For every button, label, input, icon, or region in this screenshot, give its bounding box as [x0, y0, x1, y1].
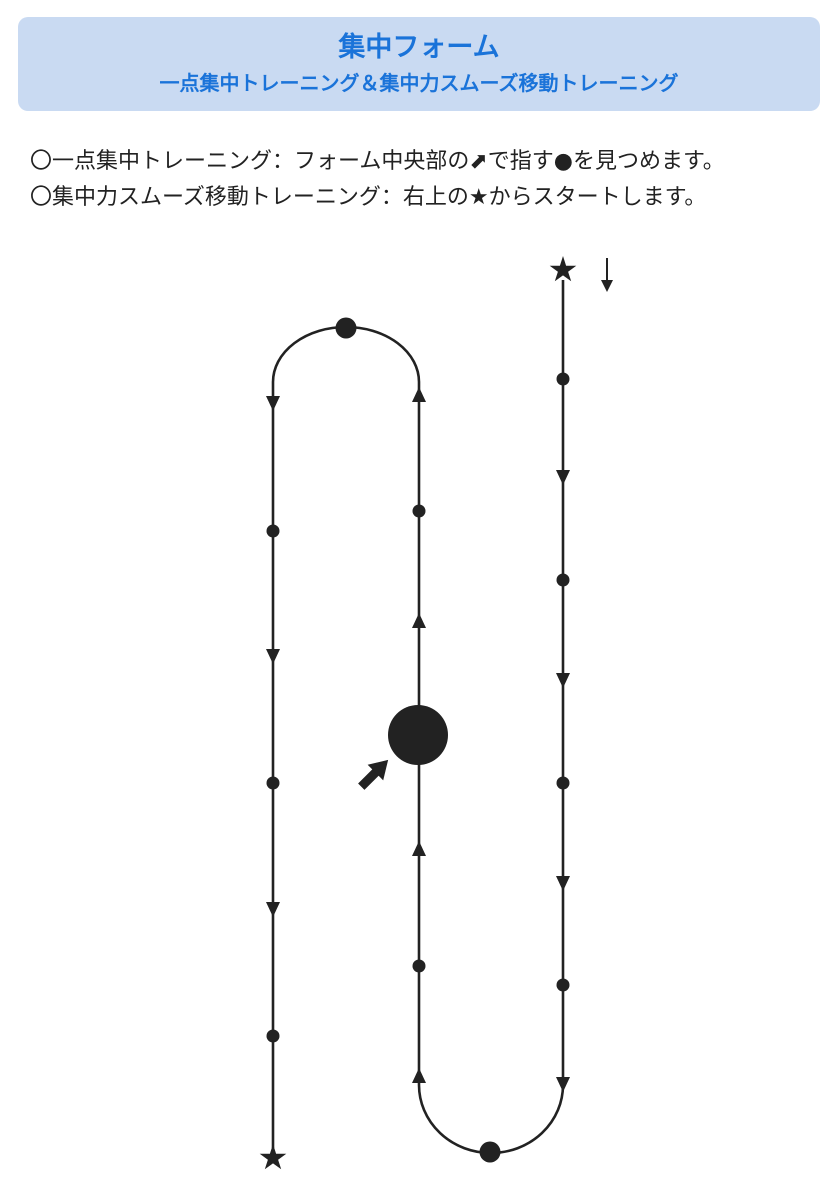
- diagonal-arrow-icon: [358, 759, 389, 790]
- path-dot: [479, 1141, 501, 1163]
- arrowhead-down: [556, 1077, 570, 1092]
- arrowhead-up: [412, 387, 426, 402]
- header-banner: 集中フォーム 一点集中トレーニング＆集中力スムーズ移動トレーニング: [18, 17, 820, 111]
- star-icon: [549, 256, 577, 282]
- arrowhead-down: [556, 470, 570, 485]
- path-dot: [556, 776, 570, 790]
- page-subtitle: 一点集中トレーニング＆集中力スムーズ移動トレーニング: [159, 71, 679, 95]
- path-dot: [556, 573, 570, 587]
- arrowhead-down: [556, 673, 570, 688]
- instructions: 〇一点集中トレーニング：フォーム中央部の⬈で指す●を見つめます。 〇集中力スムー…: [30, 144, 820, 216]
- large-dot-icon: [388, 705, 448, 765]
- path-dot: [266, 1029, 280, 1043]
- arrowhead-up: [412, 613, 426, 628]
- path-dot: [556, 978, 570, 992]
- path-dot: [412, 504, 426, 518]
- arrowhead-up: [412, 1068, 426, 1083]
- instruction-smooth-move: 〇集中力スムーズ移動トレーニング：右上の★からスタートします。: [30, 185, 707, 210]
- path-dot: [335, 317, 357, 339]
- path-dot: [266, 776, 280, 790]
- arrowhead-down: [556, 876, 570, 891]
- arrowhead-up: [412, 841, 426, 856]
- arrowhead-down: [266, 396, 280, 411]
- down-arrow-icon: [601, 280, 613, 292]
- path-dot: [412, 959, 426, 973]
- page-title: 集中フォーム: [338, 32, 500, 63]
- path-dot: [266, 524, 280, 538]
- arrowhead-down: [266, 649, 280, 664]
- instruction-one-point: 〇一点集中トレーニング：フォーム中央部の⬈で指す●を見つめます。: [30, 149, 725, 174]
- star-icon: [259, 1144, 287, 1170]
- arrowhead-down: [266, 902, 280, 917]
- path-dot: [556, 372, 570, 386]
